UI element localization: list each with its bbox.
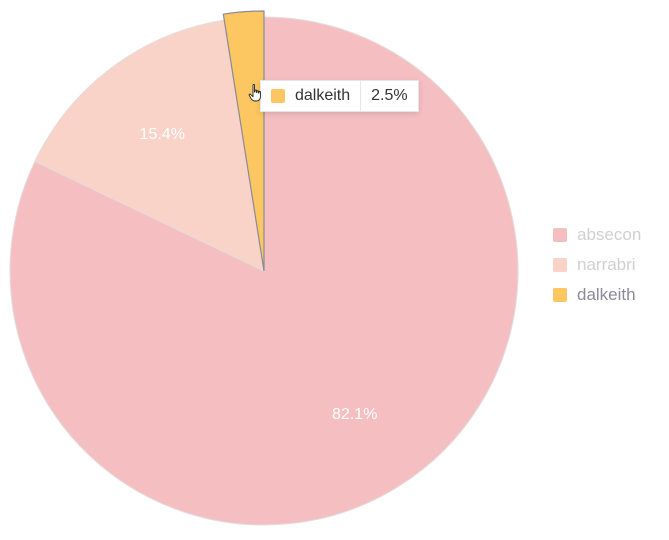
- legend: absecon narrabri dalkeith: [553, 220, 641, 310]
- tooltip-divider: [360, 81, 362, 111]
- tooltip-name: dalkeith: [295, 87, 351, 104]
- legend-swatch-narrabri: [553, 258, 567, 272]
- slice-label-absecon: 82.1%: [332, 406, 377, 423]
- slice-label-narrabri: 15.4%: [140, 126, 185, 143]
- legend-label-absecon: absecon: [577, 225, 642, 244]
- legend-item-absecon[interactable]: absecon: [553, 220, 641, 250]
- legend-label-narrabri: narrabri: [577, 255, 636, 274]
- hand-cursor-icon: [248, 84, 261, 102]
- legend-swatch-absecon: [553, 228, 567, 242]
- tooltip-swatch: [271, 89, 285, 103]
- legend-label-dalkeith: dalkeith: [577, 285, 636, 304]
- legend-swatch-dalkeith: [553, 288, 567, 302]
- pie-slice-narrabri[interactable]: [34, 19, 265, 272]
- tooltip-value: 2.5%: [371, 87, 408, 104]
- pie-slice-dalkeith[interactable]: [222, 10, 265, 272]
- legend-item-dalkeith[interactable]: dalkeith: [553, 280, 641, 310]
- legend-item-narrabri[interactable]: narrabri: [553, 250, 641, 280]
- tooltip: dalkeith 2.5%: [260, 80, 419, 112]
